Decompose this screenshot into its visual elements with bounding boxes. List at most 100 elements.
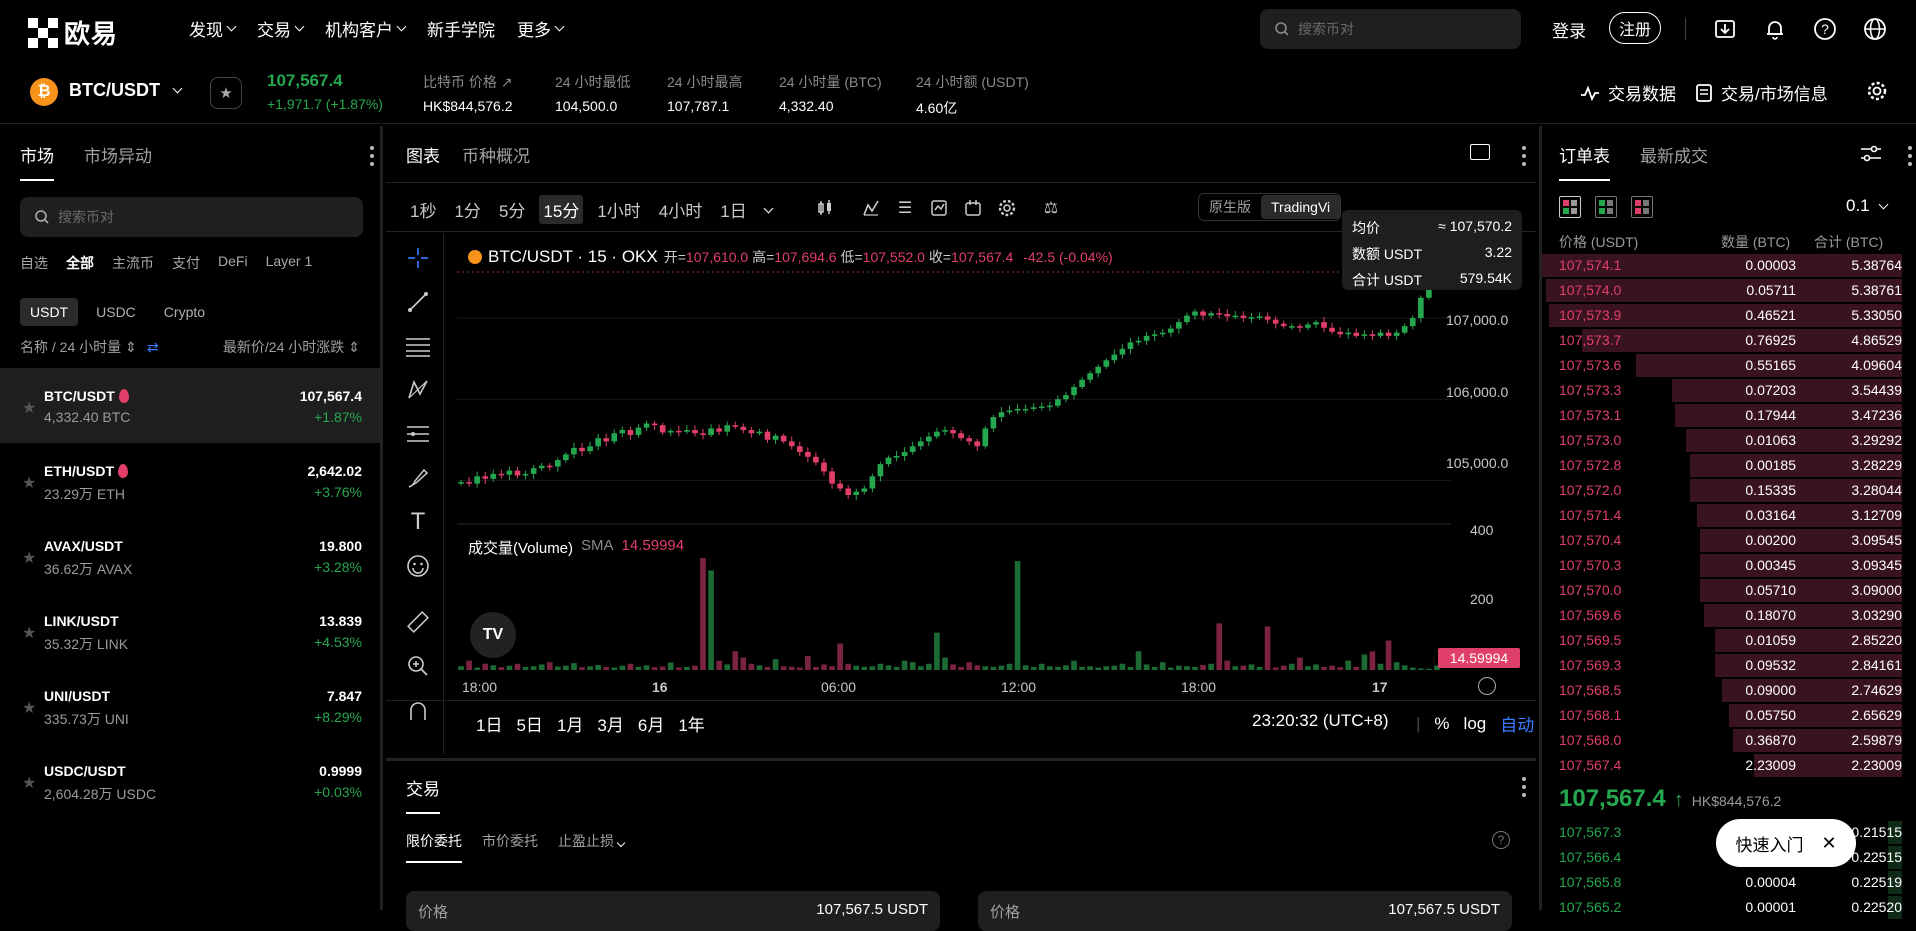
- ask-row[interactable]: 107,571.4 0.03164 3.12709: [1542, 503, 1902, 528]
- bell-icon[interactable]: [1762, 16, 1788, 42]
- order-type-tpsl[interactable]: 止盈止损: [558, 831, 626, 863]
- ask-row[interactable]: 107,573.9 0.46521 5.33050: [1542, 303, 1902, 328]
- menu-discover[interactable]: 发现: [189, 16, 237, 41]
- crosshair-icon[interactable]: [404, 244, 432, 272]
- category-favorites[interactable]: 自选: [20, 255, 48, 271]
- interval-1h[interactable]: 1小时: [597, 202, 641, 221]
- login-link[interactable]: 登录: [1552, 22, 1586, 41]
- top-search-input[interactable]: [1298, 21, 1478, 37]
- more-vertical-icon[interactable]: [1522, 777, 1526, 797]
- tradingview-logo-icon[interactable]: TV: [470, 612, 516, 658]
- alert-icon[interactable]: [962, 197, 984, 219]
- percent-scale-toggle[interactable]: %: [1434, 713, 1450, 733]
- ask-row[interactable]: 107,573.1 0.17944 3.47236: [1542, 403, 1902, 428]
- download-icon[interactable]: [1712, 16, 1738, 42]
- price-precision-select[interactable]: 0.1: [1846, 196, 1889, 216]
- market-row[interactable]: ★ LINK/USDT 35.32万 LINK 13.839 +4.53%: [0, 593, 380, 668]
- ask-row[interactable]: 107,573.7 0.76925 4.86529: [1542, 328, 1902, 353]
- ask-row[interactable]: 107,567.4 2.23009 2.23009: [1542, 753, 1902, 778]
- tab-market[interactable]: 市场: [20, 142, 54, 181]
- bid-row[interactable]: 107,565.2 0.00001 0.22520: [1542, 895, 1902, 920]
- globe-icon[interactable]: [1862, 16, 1888, 42]
- tab-order-book[interactable]: 订单表: [1559, 142, 1610, 181]
- candle-type-icon[interactable]: [814, 197, 836, 219]
- interval-1m[interactable]: 1分: [454, 202, 481, 221]
- market-row[interactable]: ★ BTC/USDT 4,332.40 BTC 107,567.4 +1.87%: [0, 368, 380, 443]
- top-search[interactable]: [1260, 9, 1521, 49]
- ask-row[interactable]: 107,569.5 0.01059 2.85220: [1542, 628, 1902, 653]
- tab-coin-overview[interactable]: 币种概况: [462, 147, 530, 166]
- sell-price-field[interactable]: 价格 107,567.5 USDT: [978, 891, 1512, 931]
- star-icon[interactable]: ★: [22, 700, 37, 717]
- trendline-icon[interactable]: [404, 288, 432, 316]
- ask-row[interactable]: 107,568.0 0.36870 2.59879: [1542, 728, 1902, 753]
- settings-gear-icon[interactable]: [1866, 80, 1888, 102]
- ask-row[interactable]: 107,574.0 0.05711 5.38761: [1542, 278, 1902, 303]
- ask-row[interactable]: 107,569.3 0.09532 2.84161: [1542, 653, 1902, 678]
- range-1d[interactable]: 1日: [476, 716, 503, 735]
- tab-trade[interactable]: 交易: [406, 775, 440, 814]
- range-3m[interactable]: 3月: [597, 716, 624, 735]
- measure-ruler-icon[interactable]: [404, 608, 432, 636]
- menu-learn[interactable]: 新手学院: [427, 16, 495, 41]
- chart-settings-circle-icon[interactable]: [1478, 677, 1496, 695]
- menu-institutional[interactable]: 机构客户: [325, 16, 407, 41]
- market-search-input[interactable]: [58, 209, 238, 225]
- menu-trade[interactable]: 交易: [257, 16, 305, 41]
- ask-row[interactable]: 107,568.5 0.09000 2.74629: [1542, 678, 1902, 703]
- chart-clock[interactable]: 23:20:32 (UTC+8): [1252, 711, 1389, 730]
- ask-row[interactable]: 107,570.3 0.00345 3.09345: [1542, 553, 1902, 578]
- list-icon[interactable]: ☰: [897, 200, 913, 217]
- bid-row[interactable]: 107,565.8 0.00004 0.22519: [1542, 870, 1902, 895]
- category-major[interactable]: 主流币: [112, 255, 154, 271]
- info-icon[interactable]: ?: [1492, 831, 1510, 849]
- market-info-button[interactable]: 交易/市场信息: [1695, 80, 1828, 105]
- ask-row[interactable]: 107,570.0 0.05710 3.09000: [1542, 578, 1902, 603]
- mode-asks-icon[interactable]: [1631, 196, 1653, 218]
- star-icon[interactable]: ★: [22, 400, 37, 417]
- tab-market-movers[interactable]: 市场异动: [84, 147, 152, 166]
- magnet-icon[interactable]: [404, 696, 432, 724]
- emoji-icon[interactable]: [404, 552, 432, 580]
- fullscreen-icon[interactable]: [1470, 144, 1490, 160]
- quote-usdc[interactable]: USDC: [96, 304, 136, 320]
- view-native[interactable]: 原生版: [1209, 199, 1251, 215]
- ask-row[interactable]: 107,574.1 0.00003 5.38764: [1542, 253, 1902, 278]
- quick-start-button[interactable]: 快速入门 ✕: [1716, 819, 1856, 867]
- more-vertical-icon[interactable]: [1908, 146, 1912, 166]
- buy-price-field[interactable]: 价格 107,567.5 USDT: [406, 891, 940, 931]
- category-layer1[interactable]: Layer 1: [265, 253, 313, 269]
- star-icon[interactable]: ★: [22, 775, 37, 792]
- trade-data-button[interactable]: 交易数据: [1580, 80, 1676, 105]
- ask-row[interactable]: 107,572.0 0.15335 3.28044: [1542, 478, 1902, 503]
- auto-scale-toggle[interactable]: 自动: [1500, 716, 1535, 735]
- menu-more[interactable]: 更多: [517, 16, 565, 41]
- bid-row[interactable]: 107,567.3 0.21515: [1542, 820, 1902, 845]
- sort-name-volume[interactable]: 名称 / 24 小时量 ⇕ ⇄: [20, 337, 159, 357]
- ruler-lines-icon[interactable]: [404, 420, 432, 448]
- interval-4h[interactable]: 4小时: [658, 202, 703, 221]
- stat-label[interactable]: 比特币 价格 ↗: [423, 72, 513, 92]
- market-row[interactable]: ★ ETH/USDT 23.29万 ETH 2,642.02 +3.76%: [0, 443, 380, 518]
- market-row[interactable]: ★ AVAX/USDT 36.62万 AVAX 19.800 +3.28%: [0, 518, 380, 593]
- mode-bids-icon[interactable]: [1595, 196, 1617, 218]
- ask-row[interactable]: 107,569.6 0.18070 3.03290: [1542, 603, 1902, 628]
- text-tool-icon[interactable]: T: [410, 508, 426, 535]
- mode-both-icon[interactable]: [1559, 196, 1581, 218]
- star-icon[interactable]: ★: [22, 550, 37, 567]
- order-type-market[interactable]: 市价委托: [482, 833, 538, 849]
- scale-balance-icon[interactable]: ⚖: [1043, 200, 1059, 217]
- interval-5m[interactable]: 5分: [498, 202, 526, 221]
- interval-15m[interactable]: 15分: [539, 195, 584, 224]
- register-button[interactable]: 注册: [1609, 12, 1661, 44]
- ask-row[interactable]: 107,573.0 0.01063 3.29292: [1542, 428, 1902, 453]
- interval-1d[interactable]: 1日: [720, 202, 747, 221]
- order-type-limit[interactable]: 限价委托: [406, 831, 462, 863]
- tab-latest-trades[interactable]: 最新成交: [1640, 147, 1708, 166]
- pattern-icon[interactable]: [404, 376, 432, 404]
- market-search[interactable]: [20, 197, 363, 237]
- quote-crypto[interactable]: Crypto: [163, 304, 206, 320]
- ask-row[interactable]: 107,568.1 0.05750 2.65629: [1542, 703, 1902, 728]
- market-row[interactable]: ★ USDC/USDT 2,604.28万 USDC 0.9999 +0.03%: [0, 743, 380, 818]
- sort-price-change[interactable]: 最新价/24 小时涨跌 ⇕: [223, 337, 360, 357]
